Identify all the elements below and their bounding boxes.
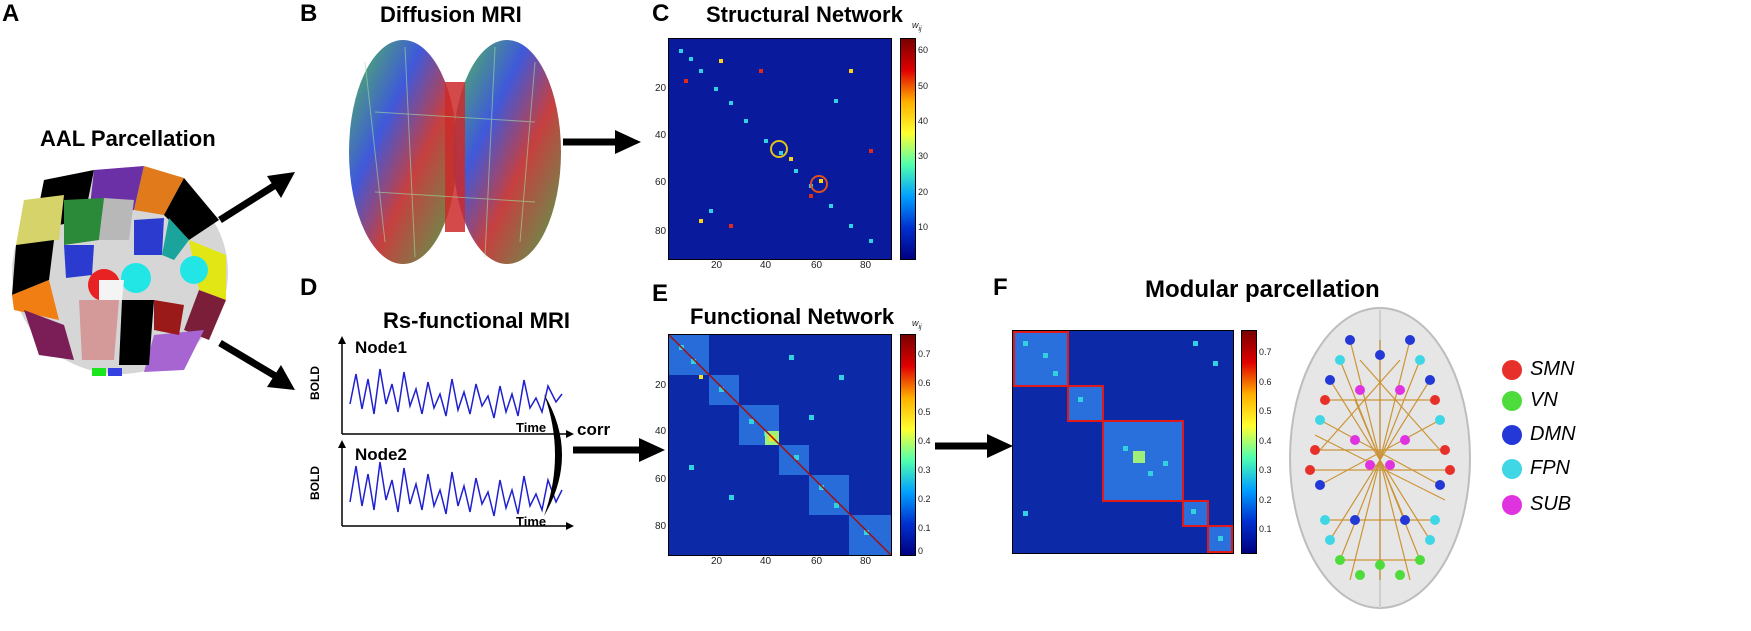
legend-dot-fpn [1502, 458, 1522, 479]
node2-label: Node2 [355, 445, 407, 464]
legend-label-fpn: FPN [1530, 457, 1570, 479]
glass-brain-network [1289, 307, 1471, 609]
functional-matrix [668, 334, 892, 556]
functional-colorbar [900, 334, 916, 556]
legend-dot-dmn [1502, 424, 1522, 445]
c-ytick-20: 20 [655, 83, 667, 94]
legend-item-fpn: FPN [1502, 457, 1570, 480]
c-xtick-60: 60 [811, 260, 823, 271]
legend-dot-sub [1502, 494, 1522, 515]
tractography-image [349, 40, 561, 264]
e-cbar-label: wij [912, 318, 922, 331]
legend-item-smn: SMN [1502, 358, 1574, 381]
f-cbar-tick-01: 0.1 [1259, 524, 1272, 534]
e-cbar-tick-0: 0 [918, 546, 924, 556]
panel-letter-d: D [300, 274, 318, 301]
network-nodes [1305, 335, 1455, 580]
time-xlabel-2: Time [516, 514, 547, 529]
c-xtick-40: 40 [760, 260, 772, 271]
structural-title: Structural Network [706, 2, 903, 27]
c-cbar-tick-10: 10 [918, 222, 929, 232]
panel-letter-a: A [2, 0, 20, 27]
node1-label: Node1 [355, 338, 407, 357]
legend-item-vn: VN [1502, 389, 1558, 412]
c-cbar-tick-30: 30 [918, 151, 929, 161]
legend-label-sub: SUB [1530, 493, 1572, 515]
arrow-a-to-b [218, 172, 295, 223]
c-xtick-20: 20 [711, 260, 723, 271]
legend-label-dmn: DMN [1530, 423, 1576, 445]
c-cbar-tick-40: 40 [918, 116, 929, 126]
bold-ylabel-1: BOLD [308, 366, 322, 400]
f-cbar-tick-07: 0.7 [1259, 347, 1272, 357]
diffusion-title: Diffusion MRI [380, 2, 522, 27]
arrow-a-to-d [218, 339, 295, 390]
aal-title: AAL Parcellation [40, 126, 216, 151]
modular-matrix [1012, 330, 1234, 554]
f-cbar-tick-04: 0.4 [1259, 436, 1272, 446]
legend-item-sub: SUB [1502, 493, 1571, 516]
f-cbar-tick-03: 0.3 [1259, 465, 1272, 475]
panel-letter-c: C [652, 0, 670, 27]
e-cbar-label-sub: ij [918, 323, 922, 331]
panel-letter-e: E [652, 280, 669, 307]
c-cbar-tick-60: 60 [918, 45, 929, 55]
e-xtick-80: 80 [860, 556, 872, 567]
e-ytick-60: 60 [655, 474, 667, 485]
e-cbar-tick-05: 0.5 [918, 407, 931, 417]
f-cbar-tick-05: 0.5 [1259, 406, 1272, 416]
e-xtick-60: 60 [811, 556, 823, 567]
modular-matrix-cells [1013, 331, 1233, 553]
arrow-e-to-f [935, 434, 1013, 458]
c-ytick-80: 80 [655, 226, 667, 237]
corr-bracket [544, 394, 562, 516]
time-xlabel-1: Time [516, 420, 547, 435]
c-ytick-60: 60 [655, 177, 667, 188]
f-cbar-tick-02: 0.2 [1259, 495, 1272, 505]
arrow-b-to-c [563, 130, 641, 154]
corr-label: corr [577, 420, 611, 439]
c-cbar-label-sub: ij [918, 25, 922, 33]
panel-letter-b: B [300, 0, 318, 27]
c-ytick-40: 40 [655, 130, 667, 141]
c-xtick-80: 80 [860, 260, 872, 271]
e-cbar-tick-01: 0.1 [918, 523, 931, 533]
structural-matrix-cells [679, 49, 873, 243]
legend-item-dmn: DMN [1502, 423, 1576, 446]
e-ytick-20: 20 [655, 380, 667, 391]
bold-ylabel-2: BOLD [308, 466, 322, 500]
e-cbar-label-w: w [912, 318, 919, 328]
modular-colorbar [1241, 330, 1257, 554]
e-cbar-tick-03: 0.3 [918, 465, 931, 475]
e-cbar-tick-02: 0.2 [918, 494, 931, 504]
e-xtick-40: 40 [760, 556, 772, 567]
legend-label-vn: VN [1530, 389, 1558, 411]
structural-matrix [668, 38, 892, 260]
f-cbar-tick-06: 0.6 [1259, 377, 1272, 387]
c-cbar-label-w: w [912, 20, 919, 30]
modular-title: Modular parcellation [1145, 276, 1380, 303]
e-ytick-80: 80 [655, 521, 667, 532]
e-xtick-20: 20 [711, 556, 723, 567]
c-cbar-tick-20: 20 [918, 187, 929, 197]
e-cbar-tick-04: 0.4 [918, 436, 931, 446]
structural-colorbar [900, 38, 916, 260]
functional-title: Functional Network [690, 304, 895, 329]
e-cbar-tick-06: 0.6 [918, 378, 931, 388]
bold-timeseries-plots [338, 336, 574, 530]
legend-dot-smn [1502, 359, 1522, 380]
rsfmri-title: Rs-functional MRI [383, 308, 570, 333]
legend-dot-vn [1502, 390, 1522, 411]
aal-brain-image [12, 166, 228, 376]
e-cbar-tick-07: 0.7 [918, 349, 931, 359]
panel-letter-f: F [993, 274, 1008, 301]
functional-matrix-cells [669, 335, 891, 555]
c-cbar-tick-50: 50 [918, 81, 929, 91]
arrow-corr-to-e [573, 438, 665, 462]
legend-label-smn: SMN [1530, 358, 1575, 380]
e-ytick-40: 40 [655, 426, 667, 437]
c-cbar-label: wij [912, 20, 922, 33]
